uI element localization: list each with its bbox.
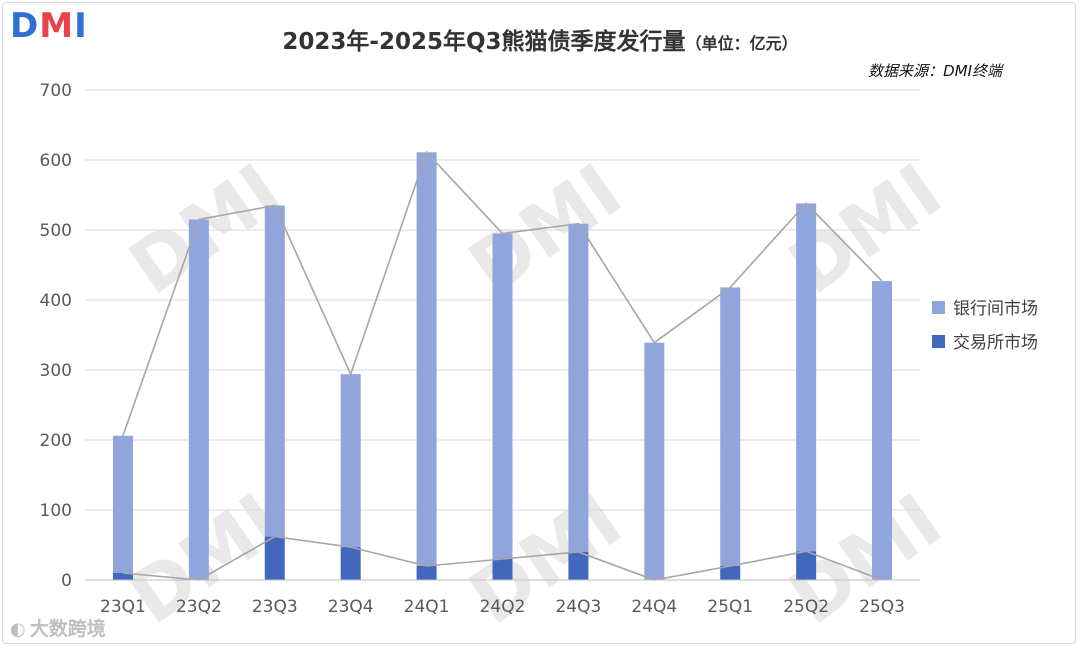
bar-interbank-25Q1 [720, 287, 741, 566]
bar-interbank-24Q2 [492, 233, 513, 559]
x-tick-label: 23Q4 [328, 597, 374, 617]
bar-interbank-25Q2 [796, 203, 817, 552]
x-tick-label: 23Q1 [100, 597, 146, 617]
bar-exchange-25Q1 [720, 566, 741, 580]
y-tick-label: 0 [61, 571, 72, 591]
x-tick-label: 24Q4 [631, 597, 677, 617]
bar-interbank-25Q3 [872, 281, 893, 580]
legend-label-interbank: 银行间市场 [953, 299, 1038, 319]
exchange-line [122, 535, 883, 581]
footer-brand: ◐ 大数跨境 [10, 614, 106, 641]
bar-exchange-23Q1 [112, 573, 133, 580]
x-tick-label: 25Q1 [707, 597, 753, 617]
x-tick-label: 24Q1 [404, 597, 450, 617]
bar-exchange-23Q3 [264, 536, 285, 580]
x-axis: 23Q1 23Q2 23Q3 23Q4 24Q1 24Q2 24Q3 24Q4 25Q1 25Q2… [85, 579, 920, 617]
chart-title-text: 2023年-2025年Q3熊猫债季度发行量 [282, 29, 686, 55]
bar-interbank-23Q2 [188, 219, 209, 580]
data-source: 数据来源：DMI终端 [868, 62, 1002, 80]
brand-text: 大数跨境 [29, 618, 106, 640]
x-tick-label: 23Q3 [252, 597, 298, 617]
y-tick-label: 500 [40, 221, 72, 241]
logo-letter-i: I [74, 6, 88, 46]
legend-label-exchange: 交易所市场 [953, 333, 1038, 353]
bar-exchange-23Q4 [340, 547, 361, 580]
x-tick-label: 25Q3 [859, 597, 905, 617]
y-tick-label: 300 [40, 361, 72, 381]
x-tick-label: 25Q2 [783, 597, 829, 617]
y-tick-label: 200 [40, 431, 72, 451]
logo-letter-d: D [10, 6, 40, 46]
bar-interbank-23Q1 [112, 435, 133, 573]
brand-mark-icon: ◐ [10, 619, 26, 640]
dmi-logo: DMI [10, 6, 88, 46]
y-tick-label: 100 [40, 501, 72, 521]
y-tick-label: 600 [40, 151, 72, 171]
bar-interbank-24Q3 [568, 223, 589, 552]
bar-exchange-24Q3 [568, 552, 589, 580]
line-overlays [122, 150, 883, 581]
x-tick-label: 23Q2 [176, 597, 222, 617]
x-tick-label: 24Q3 [555, 597, 601, 617]
bar-interbank-24Q1 [416, 152, 437, 567]
bar-interbank-24Q4 [644, 342, 665, 580]
bar-exchange-24Q2 [492, 559, 513, 580]
bar-exchange-25Q2 [796, 551, 817, 580]
watermark-layer: DMIDMIDMIDMIDMIDMI [114, 148, 957, 642]
legend-swatch-interbank [932, 301, 945, 314]
legend-swatch-exchange [932, 335, 945, 348]
x-tick-label: 24Q2 [480, 597, 526, 617]
chart-title: 2023年-2025年Q3熊猫债季度发行量（单位：亿元） [0, 22, 1080, 56]
logo-letter-m: M [39, 6, 75, 46]
bar-interbank-23Q3 [264, 205, 285, 537]
y-axis: 0 100 200 300 400 500 600 700 [40, 81, 72, 591]
bar-interbank-23Q4 [340, 374, 361, 548]
bar-exchange-24Q1 [416, 566, 437, 580]
bars [112, 152, 893, 580]
total-line [122, 150, 883, 437]
y-tick-label: 400 [40, 291, 72, 311]
chart-unit: （单位：亿元） [685, 34, 798, 53]
y-tick-label: 700 [40, 81, 72, 101]
